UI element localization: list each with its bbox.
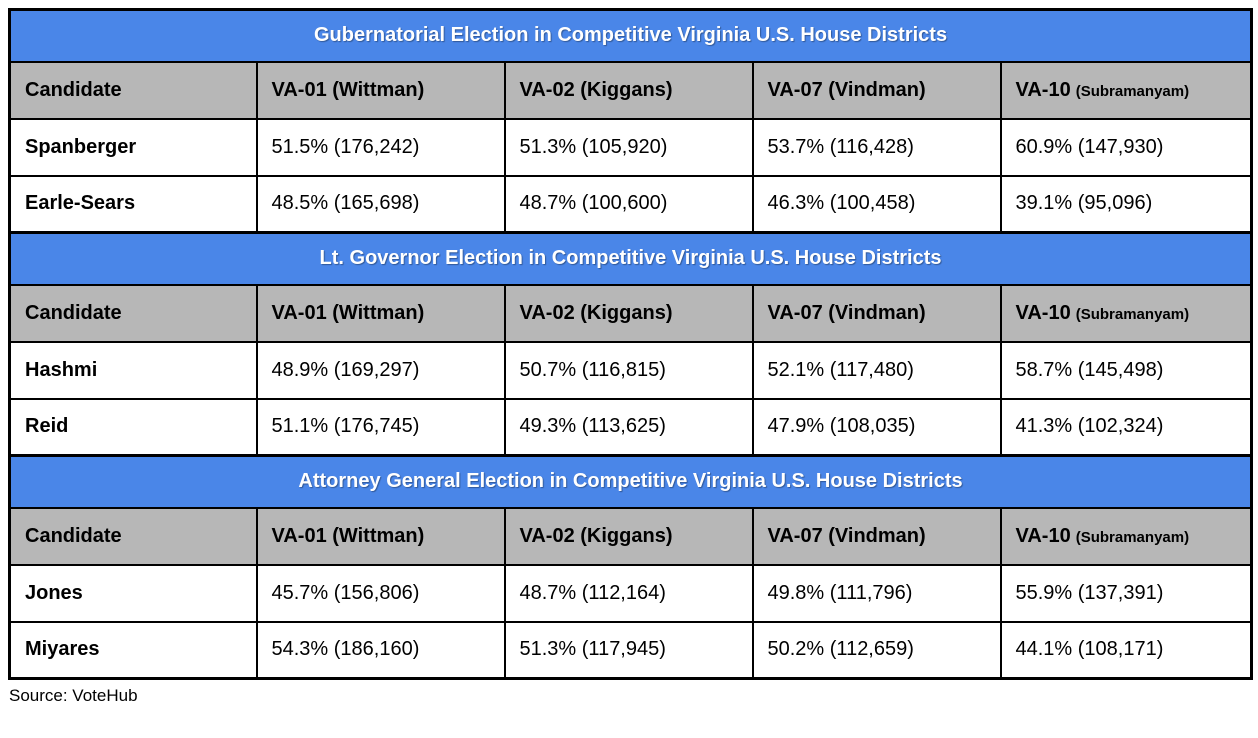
value-cell: 50.2% (112,659) xyxy=(751,620,1002,680)
candidate-cell: Reid xyxy=(8,397,258,457)
value-cell: 55.9% (137,391) xyxy=(999,563,1253,623)
column-header-label: VA-02 (Kiggans) xyxy=(519,301,673,324)
value-cell: 39.1% (95,096) xyxy=(999,174,1253,234)
source-note: Source: VoteHub xyxy=(9,686,138,705)
header-row: Candidate VA-01 (Wittman) VA-02 (Kiggans… xyxy=(8,283,1253,343)
value-cell: 48.7% (112,164) xyxy=(503,563,754,623)
value-cell: 44.1% (108,171) xyxy=(999,620,1253,680)
column-header-va02: VA-02 (Kiggans) xyxy=(503,283,754,343)
candidate-cell: Spanberger xyxy=(8,117,258,177)
column-header-label: VA-07 (Vindman) xyxy=(767,78,926,101)
column-header-label: VA-01 (Wittman) xyxy=(271,301,425,324)
value-cell: 48.7% (100,600) xyxy=(503,174,754,234)
column-header-label: VA-10 xyxy=(1015,78,1071,101)
value-cell: 52.1% (117,480) xyxy=(751,340,1002,400)
column-header-label: Candidate xyxy=(25,301,122,324)
candidate-cell: Hashmi xyxy=(8,340,258,400)
column-header-label: VA-02 (Kiggans) xyxy=(519,524,673,547)
value-cell: 48.5% (165,698) xyxy=(255,174,506,234)
section-attorney-general: Attorney General Election in Competitive… xyxy=(8,454,1253,680)
column-header-va02: VA-02 (Kiggans) xyxy=(503,60,754,120)
column-header-label: Candidate xyxy=(25,524,122,547)
value-cell: 45.7% (156,806) xyxy=(255,563,506,623)
value-cell: 46.3% (100,458) xyxy=(751,174,1002,234)
column-header-candidate: Candidate xyxy=(8,283,258,343)
column-header-label: VA-02 (Kiggans) xyxy=(519,78,673,101)
column-header-label: Candidate xyxy=(25,78,122,101)
candidate-cell: Jones xyxy=(8,563,258,623)
title-row: Attorney General Election in Competitive… xyxy=(8,454,1253,509)
column-header-sub-label: (Subramanyam) xyxy=(1075,528,1190,546)
value-cell: 49.3% (113,625) xyxy=(503,397,754,457)
value-cell: 51.3% (117,945) xyxy=(503,620,754,680)
value-cell: 51.5% (176,242) xyxy=(255,117,506,177)
section-lt-governor: Lt. Governor Election in Competitive Vir… xyxy=(8,231,1253,457)
value-cell: 49.8% (111,796) xyxy=(751,563,1002,623)
value-cell: 48.9% (169,297) xyxy=(255,340,506,400)
column-header-candidate: Candidate xyxy=(8,60,258,120)
table-row: Reid 51.1% (176,745) 49.3% (113,625) 47.… xyxy=(8,397,1253,457)
column-header-va02: VA-02 (Kiggans) xyxy=(503,506,754,566)
column-header-va07: VA-07 (Vindman) xyxy=(751,60,1002,120)
column-header-candidate: Candidate xyxy=(8,506,258,566)
column-header-label: VA-07 (Vindman) xyxy=(767,524,926,547)
table-row: Jones 45.7% (156,806) 48.7% (112,164) 49… xyxy=(8,563,1253,623)
table-title: Gubernatorial Election in Competitive Vi… xyxy=(8,8,1253,63)
column-header-label: VA-10 xyxy=(1015,524,1071,547)
table-row: Hashmi 48.9% (169,297) 50.7% (116,815) 5… xyxy=(8,340,1253,400)
table-row: Earle-Sears 48.5% (165,698) 48.7% (100,6… xyxy=(8,174,1253,234)
value-cell: 51.3% (105,920) xyxy=(503,117,754,177)
column-header-label: VA-07 (Vindman) xyxy=(767,301,926,324)
value-cell: 51.1% (176,745) xyxy=(255,397,506,457)
column-header-sub-label: (Subramanyam) xyxy=(1075,305,1190,323)
table-title: Attorney General Election in Competitive… xyxy=(8,454,1253,509)
column-header-label: VA-01 (Wittman) xyxy=(271,524,425,547)
section-gubernatorial: Gubernatorial Election in Competitive Vi… xyxy=(8,8,1253,234)
value-cell: 53.7% (116,428) xyxy=(751,117,1002,177)
election-results-table: Gubernatorial Election in Competitive Vi… xyxy=(8,8,1254,680)
value-cell: 60.9% (147,930) xyxy=(999,117,1253,177)
value-cell: 58.7% (145,498) xyxy=(999,340,1253,400)
column-header-sub-label: (Subramanyam) xyxy=(1075,82,1190,100)
header-row: Candidate VA-01 (Wittman) VA-02 (Kiggans… xyxy=(8,60,1253,120)
title-row: Gubernatorial Election in Competitive Vi… xyxy=(8,8,1253,63)
header-row: Candidate VA-01 (Wittman) VA-02 (Kiggans… xyxy=(8,506,1253,566)
table-row: Miyares 54.3% (186,160) 51.3% (117,945) … xyxy=(8,620,1253,680)
column-header-va07: VA-07 (Vindman) xyxy=(751,506,1002,566)
column-header-va10: VA-10 (Subramanyam) xyxy=(999,283,1253,343)
table-title: Lt. Governor Election in Competitive Vir… xyxy=(8,231,1253,286)
title-row: Lt. Governor Election in Competitive Vir… xyxy=(8,231,1253,286)
value-cell: 50.7% (116,815) xyxy=(503,340,754,400)
column-header-va10: VA-10 (Subramanyam) xyxy=(999,60,1253,120)
column-header-label: VA-01 (Wittman) xyxy=(271,78,425,101)
value-cell: 54.3% (186,160) xyxy=(255,620,506,680)
candidate-cell: Earle-Sears xyxy=(8,174,258,234)
column-header-va01: VA-01 (Wittman) xyxy=(255,506,506,566)
table-row: Spanberger 51.5% (176,242) 51.3% (105,92… xyxy=(8,117,1253,177)
value-cell: 47.9% (108,035) xyxy=(751,397,1002,457)
column-header-va10: VA-10 (Subramanyam) xyxy=(999,506,1253,566)
value-cell: 41.3% (102,324) xyxy=(999,397,1253,457)
column-header-va07: VA-07 (Vindman) xyxy=(751,283,1002,343)
column-header-va01: VA-01 (Wittman) xyxy=(255,60,506,120)
column-header-label: VA-10 xyxy=(1015,301,1071,324)
column-header-va01: VA-01 (Wittman) xyxy=(255,283,506,343)
candidate-cell: Miyares xyxy=(8,620,258,680)
